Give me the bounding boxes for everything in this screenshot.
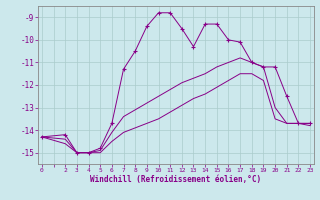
X-axis label: Windchill (Refroidissement éolien,°C): Windchill (Refroidissement éolien,°C) (91, 175, 261, 184)
